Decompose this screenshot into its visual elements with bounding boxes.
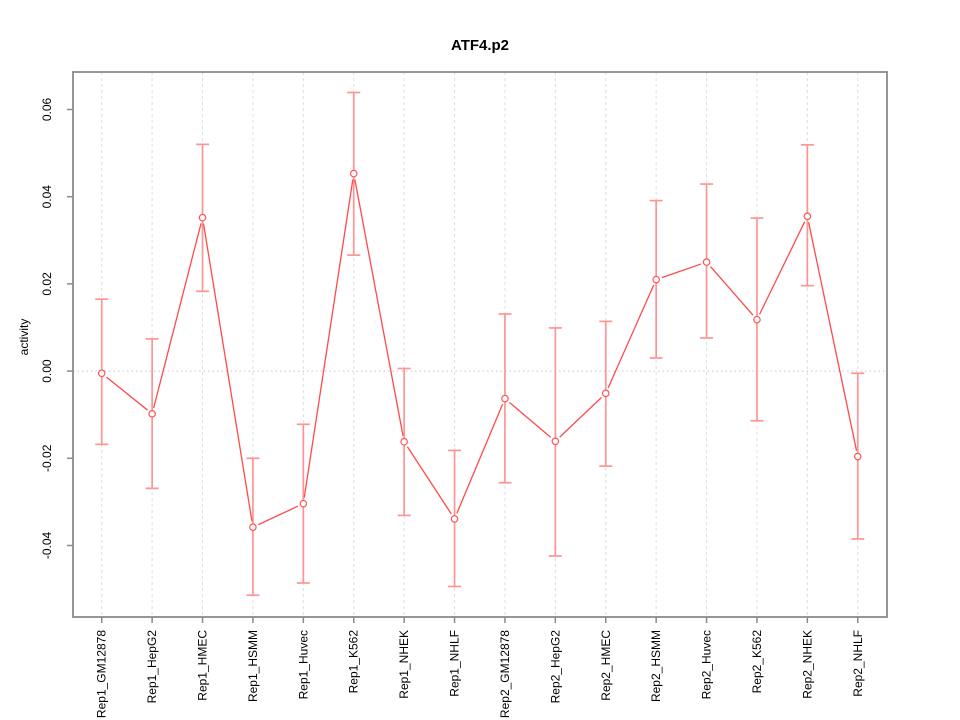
x-tick-label: Rep2_HSMM	[649, 630, 663, 702]
y-tick-label: 0.02	[40, 272, 54, 296]
x-tick-label: Rep2_NHLF	[851, 630, 865, 697]
x-tick-label: Rep2_HepG2	[548, 630, 562, 704]
series-segment	[807, 222, 858, 451]
x-tick-label: Rep2_NHEK	[800, 630, 814, 699]
data-point	[198, 213, 207, 222]
data-point	[853, 452, 862, 461]
data-point	[601, 389, 610, 398]
series-segment	[456, 403, 504, 514]
y-tick-label: 0.00	[40, 359, 54, 383]
data-point	[299, 499, 308, 508]
plot-border	[72, 71, 888, 618]
x-tick-label: Rep1_NHLF	[448, 630, 462, 697]
series-segment	[105, 376, 148, 411]
series-segment	[152, 223, 202, 409]
data-point	[97, 369, 106, 378]
series-segment	[406, 446, 452, 515]
x-tick-label: Rep1_HSMM	[246, 630, 260, 702]
data-point	[702, 258, 711, 266]
chart-title: ATF4.p2	[450, 37, 510, 54]
x-tick-label: Rep2_GM12878	[498, 630, 512, 718]
x-tick-label: Rep1_Huvec	[296, 630, 310, 699]
series-segment	[607, 284, 655, 389]
x-tick-label: Rep1_K562	[347, 630, 361, 694]
x-tick-label: Rep2_Huvec	[700, 630, 714, 699]
y-axis-title: activity	[17, 318, 31, 356]
y-tick-label: 0.06	[40, 97, 54, 121]
y-axis-labels: 0.06 0.04 0.02 0.00 -0.02 -0.04	[40, 97, 54, 559]
data-points	[97, 169, 862, 531]
data-point	[803, 212, 812, 221]
x-axis-labels: Rep1_GM12878 Rep1_HepG2 Rep1_HMEC Rep1_HSMM…	[95, 630, 865, 718]
data-point	[501, 394, 509, 403]
series-segment	[354, 179, 404, 436]
series-line	[105, 179, 858, 526]
series-segment	[303, 179, 354, 498]
series-segment	[559, 396, 602, 438]
x-tick-label: Rep1_NHEK	[397, 630, 411, 699]
data-point	[249, 523, 257, 531]
y-tick-label: 0.04	[40, 185, 54, 209]
data-point	[753, 315, 761, 324]
data-point	[400, 437, 408, 446]
data-point	[349, 169, 358, 178]
x-tick-label: Rep2_K562	[750, 630, 764, 694]
error-bars	[95, 91, 865, 597]
data-point	[148, 410, 156, 418]
data-point	[652, 275, 660, 284]
x-tick-label: Rep1_HepG2	[145, 630, 159, 704]
axis-ticks	[67, 108, 859, 623]
series-segment	[661, 263, 702, 279]
series-segment	[710, 266, 754, 316]
y-tick-label: -0.02	[40, 444, 54, 472]
gridlines	[101, 72, 859, 617]
series-segment	[509, 401, 552, 438]
series-segment	[202, 223, 253, 522]
x-tick-label: Rep2_HMEC	[599, 630, 613, 701]
data-point	[450, 515, 459, 523]
x-tick-label: Rep1_HMEC	[196, 630, 210, 701]
series-segment	[258, 505, 299, 526]
y-tick-label: -0.04	[40, 531, 54, 559]
data-point	[551, 437, 560, 446]
x-tick-label: Rep1_GM12878	[95, 630, 109, 718]
series-segment	[759, 221, 806, 315]
